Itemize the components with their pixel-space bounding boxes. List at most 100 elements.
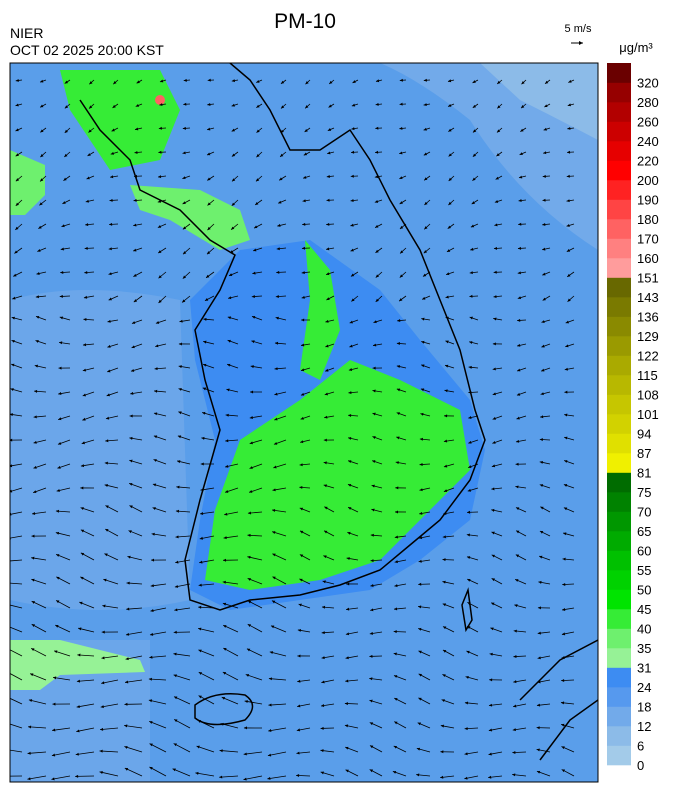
wind-arrowhead [11,316,15,320]
wind-arrowhead [472,129,477,133]
wind-arrowhead [124,702,128,706]
wind-arrowhead [369,654,373,658]
agency: NIER [10,25,43,41]
wind-arrowhead [420,388,425,392]
wind-arrowhead [183,102,187,106]
wind-arrowhead [299,507,304,511]
wind-arrowhead [375,150,379,154]
wind-arrowhead [512,728,516,732]
wind-arrowhead [127,555,131,559]
wind-arrowhead [231,128,236,132]
wind-arrowhead [491,508,495,512]
wind-arrowhead [372,460,376,463]
wind-arrowhead [321,605,326,609]
colorbar-segment [607,238,631,259]
wind-arrowhead [82,417,86,421]
wind-arrowhead [369,769,374,773]
wind-arrowhead [37,248,41,252]
wind-arrowhead [31,556,35,560]
wind-arrowhead [246,648,251,652]
wind-arrowhead [133,223,137,227]
colorbar-tick-label: 12 [637,719,651,734]
wind-arrowhead [231,202,235,206]
wind-arrowhead [157,224,162,228]
wind-arrowhead [323,555,327,559]
wind-arrowhead [274,367,278,371]
wind-arrowhead [493,317,497,321]
wind-arrowhead [276,270,280,274]
wind-arrowhead [247,555,251,559]
wind-arrowhead [64,153,68,158]
wind-arrowhead [55,625,59,628]
wind-arrowhead [182,126,186,130]
wind-arrowhead [494,223,498,227]
wind-arrowhead [225,439,229,443]
wind-arrowhead [371,484,375,488]
wind-arrowhead [152,507,156,510]
colorbar-segment [607,355,631,376]
wind-arrowhead [320,771,324,775]
wind-arrowhead [348,391,352,395]
wind-arrowhead [442,535,446,539]
wind-arrowhead [158,275,162,279]
wind-arrowhead [129,482,133,486]
wind-arrowhead [375,224,379,228]
wind-arrowhead [564,367,568,371]
wind-arrowhead [351,298,355,302]
wind-arrow [219,750,239,753]
wind-arrowhead [198,695,202,699]
wind-arrowhead [75,774,79,778]
wind-arrowhead [536,770,541,774]
wind-arrowhead [442,626,447,630]
wind-arrowhead [268,677,273,681]
wind-arrowhead [83,295,88,299]
wind-arrowhead [56,576,60,580]
wind-arrowhead [206,274,210,278]
wind-arrowhead [52,702,56,706]
wind-arrowhead [345,632,350,636]
wind-arrow [27,775,47,780]
wind-arrowhead [223,536,227,540]
wind-arrowhead [541,368,545,372]
wind-arrowhead [153,412,158,416]
colorbar-tick-label: 24 [637,680,651,695]
wind-arrow [149,743,167,753]
wind-arrowhead [324,392,329,396]
wind-arrowhead [442,603,447,607]
wind-arrowhead [565,320,570,324]
wind-arrowhead [416,773,420,777]
colorbar-tick-label: 190 [637,193,659,208]
wind-arrowhead [228,296,232,300]
coastline [79,63,598,761]
wind-arrowhead [10,489,13,493]
wind-arrowhead [222,672,227,675]
wind-arrowhead [107,319,111,323]
wind-arrowhead [537,680,541,684]
wind-arrowhead [493,295,497,299]
wind-arrowhead [537,631,541,635]
wind-arrowhead [490,627,494,631]
wind-arrowhead [150,609,154,612]
wind-arrowhead [112,104,116,108]
wind-arrowhead [562,582,566,586]
wind-arrowhead [57,441,62,445]
wind-arrowhead [302,199,306,203]
wind-arrowhead [60,247,64,251]
wind-arrowhead [495,176,499,180]
colorbar-segment [607,589,631,610]
wind-arrowhead [158,126,162,130]
wind-arrowhead [40,178,44,182]
wind-arrowhead [104,461,108,465]
wind-arrowhead [128,530,132,534]
wind-arrowhead [207,202,211,206]
wind-arrowhead [247,600,252,604]
wind-arrowhead [448,103,452,107]
colorbar-tick-label: 151 [637,271,659,286]
colorbar-tick-label: 108 [637,388,659,403]
wind-arrowhead [297,654,301,658]
wind-arrowhead [539,531,544,534]
hotspot [155,95,165,105]
colorbar-segment [607,472,631,493]
wind-arrowhead [107,369,111,373]
